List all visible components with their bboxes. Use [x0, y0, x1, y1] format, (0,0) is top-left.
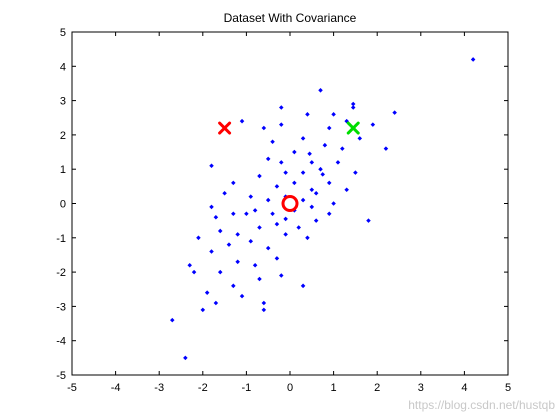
data-point — [292, 149, 297, 155]
chart-title: Dataset With Covariance — [224, 11, 357, 25]
x-tick-label: -3 — [154, 382, 164, 394]
y-tick-label: 4 — [60, 61, 66, 73]
data-point — [257, 225, 262, 230]
data-point — [274, 256, 280, 261]
data-point — [300, 136, 306, 141]
data-point — [231, 283, 236, 289]
data-point — [170, 317, 175, 323]
data-point — [318, 88, 323, 93]
x-marker — [218, 121, 232, 135]
circle-marker — [281, 195, 299, 212]
x-tick-label: 5 — [505, 382, 511, 394]
data-point — [292, 180, 297, 186]
data-point — [239, 118, 245, 124]
y-tick-label: -2 — [56, 267, 66, 279]
data-point — [187, 262, 192, 268]
data-point — [326, 211, 332, 217]
data-point — [204, 290, 210, 295]
axis-ticks: -5 -4 -3 -2 -1 0 1 2 3 4 5 5 4 3 2 1 0 -1 -2 -3 -4 -5 — [56, 27, 511, 394]
x-tick-label: 4 — [461, 382, 467, 394]
y-tick-label: -4 — [56, 336, 66, 348]
special-markers — [218, 121, 360, 212]
data-point — [200, 307, 206, 313]
data-point — [309, 204, 315, 210]
data-point — [326, 180, 332, 186]
x-tick-label: -1 — [242, 382, 252, 394]
data-point — [383, 146, 389, 151]
y-tick-label: 3 — [60, 96, 66, 108]
data-point — [309, 187, 315, 193]
data-point — [283, 216, 288, 222]
data-point — [300, 170, 306, 175]
x-tick-label: 0 — [287, 382, 293, 394]
watermark: https://blog.csdn.net/hustqb — [408, 398, 555, 412]
data-point — [191, 269, 197, 275]
data-point — [217, 269, 223, 275]
y-tick-label: 0 — [60, 199, 66, 211]
data-point — [309, 160, 315, 165]
data-point — [257, 173, 262, 179]
data-point — [261, 125, 267, 131]
data-point — [366, 218, 371, 223]
data-point — [335, 160, 341, 165]
data-point — [326, 125, 332, 131]
data-point — [270, 139, 275, 145]
x-tick-label: -4 — [111, 382, 121, 394]
data-point — [265, 245, 271, 251]
y-tick-label: 5 — [60, 27, 66, 39]
y-tick-label: -1 — [56, 233, 66, 245]
data-point — [183, 355, 188, 361]
data-point — [213, 300, 219, 306]
y-tick-label: 1 — [60, 164, 66, 176]
x-tick-label: 2 — [374, 382, 380, 394]
plot-area — [71, 31, 509, 376]
data-point — [261, 307, 267, 313]
x-marker — [346, 121, 360, 135]
data-point — [300, 197, 306, 203]
x-tick-label: 3 — [418, 382, 424, 394]
data-point — [296, 225, 301, 230]
y-tick-label: -5 — [56, 370, 66, 382]
data-point — [261, 300, 267, 306]
data-point — [279, 160, 284, 165]
data-point — [318, 166, 323, 172]
x-tick-label: 1 — [331, 382, 337, 394]
data-point — [257, 276, 262, 282]
data-point — [283, 232, 288, 237]
x-tick-label: -2 — [198, 382, 208, 394]
data-point — [279, 273, 284, 278]
y-tick-label: 2 — [60, 130, 66, 142]
data-point — [340, 146, 345, 151]
x-tick-label: -5 — [67, 382, 77, 394]
data-point — [300, 283, 306, 289]
data-point — [270, 211, 275, 217]
data-point — [252, 262, 258, 268]
y-tick-label: -3 — [56, 301, 66, 313]
data-point — [313, 218, 319, 223]
